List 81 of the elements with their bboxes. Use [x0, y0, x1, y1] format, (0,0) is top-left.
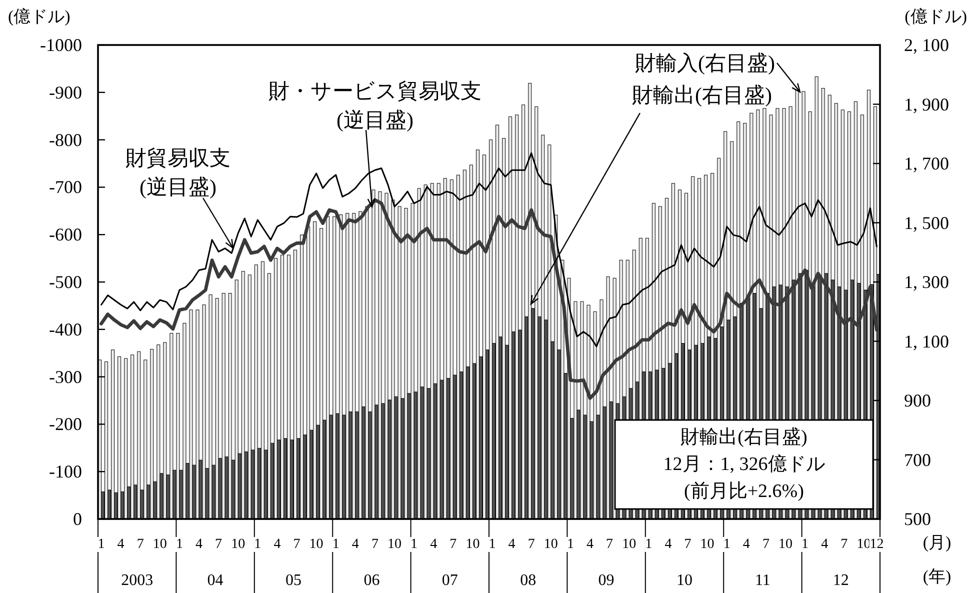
- text: 財・サービス貿易収支 (逆目盛): [268, 79, 482, 132]
- x-tick-label: 4: [430, 537, 438, 552]
- x-tick-label: 4: [586, 537, 594, 552]
- x-tick-label: 7: [684, 537, 692, 552]
- y-tick-label: -200: [49, 414, 82, 434]
- x-tick-label: 10: [152, 537, 167, 552]
- x-tick-label: 4: [508, 537, 516, 552]
- x-tick-label: 4: [352, 537, 359, 552]
- x-tick-label: 1: [98, 537, 105, 552]
- y-tick-label: -600: [49, 224, 82, 245]
- legend-label: 財輸出(右目盛): [632, 83, 772, 107]
- x-tick-label: 10: [388, 537, 402, 552]
- x-tick-label: 4: [117, 537, 124, 552]
- y2-tick-label: 900: [904, 390, 931, 410]
- x-tick-label: 1: [566, 537, 574, 552]
- x-tick-label: 7: [762, 537, 770, 552]
- y2-tick-label: 500: [904, 509, 931, 529]
- x-tick-label: 1: [254, 537, 262, 552]
- legend-label: 財輸入(右目盛): [635, 51, 775, 75]
- x-tick-label: 10: [622, 537, 636, 552]
- x-tick-label: 1: [176, 537, 183, 552]
- y2-tick-label: 1, 300: [904, 272, 949, 292]
- y2-tick-label: 1, 700: [904, 154, 949, 174]
- y-tick-label: 0: [73, 509, 82, 529]
- y2-tick-label: 2, 100: [904, 35, 949, 55]
- annotation: 財輸出(右目盛) 12月：1, 326億ドル (前月比+2.6%): [663, 427, 825, 502]
- y-tick-label: -300: [49, 366, 82, 387]
- x-tick-label: 7: [371, 537, 378, 552]
- y-tick-label: -400: [49, 319, 82, 340]
- y-tick-label: -100: [49, 462, 82, 482]
- x-tick-label: 1: [332, 537, 340, 552]
- text: 07: [442, 572, 458, 589]
- x-tick-label: 4: [742, 537, 750, 552]
- text: 11: [754, 572, 770, 589]
- x-tick-label: 7: [450, 537, 457, 552]
- line-series: [100, 198, 878, 400]
- text: 06: [364, 572, 380, 589]
- text: 10: [676, 572, 692, 589]
- x-tick-label: 7: [606, 537, 614, 552]
- x-tick-label: 10: [466, 537, 480, 552]
- x-tick-label: 10: [778, 537, 793, 552]
- x-tick-label: 7: [136, 537, 144, 552]
- x-tick-label: 4: [664, 537, 672, 552]
- text: 04: [207, 572, 224, 589]
- text: 05: [286, 572, 302, 589]
- text: (月): [922, 533, 952, 552]
- y-tick-label: -800: [49, 130, 82, 150]
- y2-tick-label: 1, 100: [904, 331, 949, 352]
- x-tick-label: 1: [645, 537, 652, 552]
- y-tick-label: -900: [49, 82, 82, 102]
- x-tick-label: 7: [528, 537, 535, 552]
- x-tick-label: 7: [215, 537, 222, 552]
- x-tick-label: 4: [274, 537, 281, 552]
- x-tick-label: 4: [196, 537, 203, 552]
- x-tick-label: 4: [821, 537, 828, 552]
- text: (年): [922, 567, 952, 586]
- y2-tick-label: 1, 900: [904, 94, 949, 114]
- x-tick-label: 10: [231, 537, 246, 552]
- x-tick-label: 1: [488, 537, 496, 552]
- x-tick-label: 12: [870, 537, 884, 552]
- x-tick-label: 10: [309, 537, 324, 552]
- series-label: 財貿易収支 (逆目盛): [126, 146, 230, 199]
- y-tick-label: -1000: [40, 35, 82, 55]
- y-tick-label: -700: [49, 177, 82, 198]
- y2-axis-title: (億ドル): [904, 7, 967, 26]
- x-tick-label: 1: [802, 537, 809, 552]
- x-tick-label: 7: [840, 537, 848, 552]
- text: 08: [520, 572, 536, 589]
- y-tick-label: -500: [49, 272, 82, 292]
- note-box: 財輸出(右目盛) 12月：1, 326億ドル (前月比+2.6%): [614, 419, 874, 510]
- x-tick-label: 1: [723, 537, 730, 552]
- x-tick-label: 10: [544, 537, 558, 552]
- x-tick-label: 10: [700, 537, 714, 552]
- y2-tick-label: 1, 500: [904, 212, 949, 233]
- text: 12: [832, 572, 849, 589]
- text: 2003: [121, 572, 154, 589]
- y2-tick-label: 700: [904, 450, 931, 470]
- x-tick-label: 1: [410, 537, 418, 552]
- x-tick-label: 7: [293, 537, 300, 552]
- text: 09: [598, 572, 614, 589]
- y-axis-title: (億ドル): [8, 7, 70, 26]
